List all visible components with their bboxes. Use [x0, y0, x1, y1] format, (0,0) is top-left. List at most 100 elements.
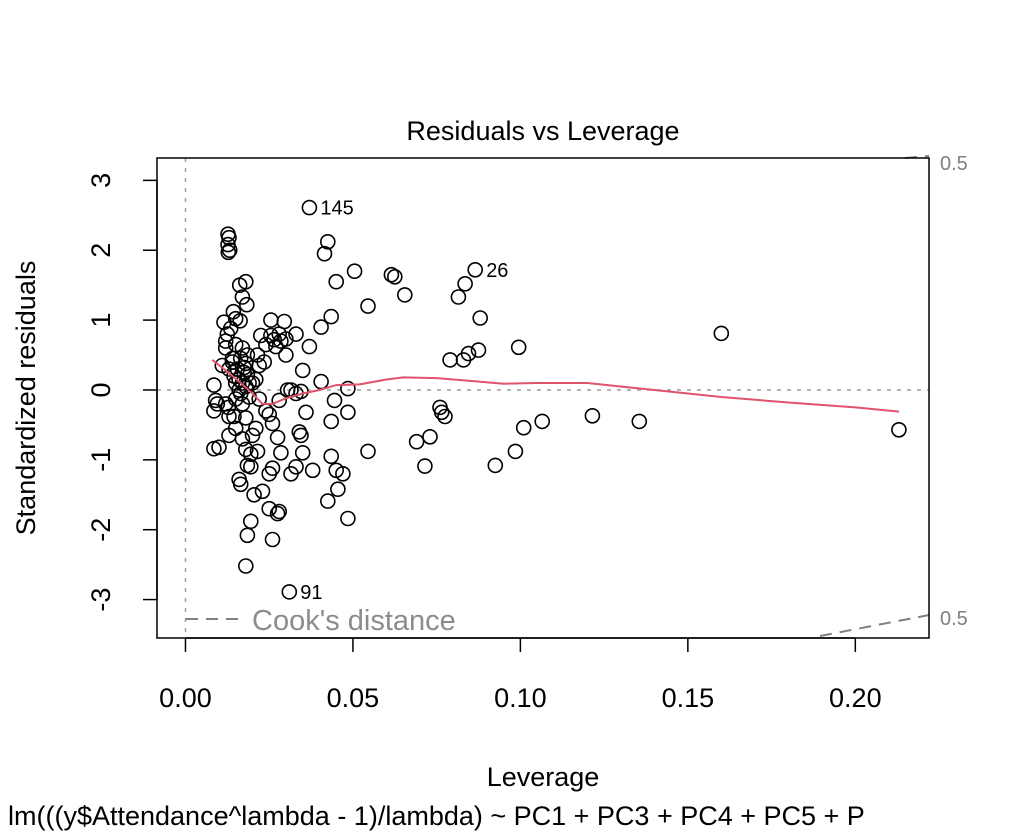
data-point	[281, 584, 298, 600]
data-point	[271, 503, 288, 520]
data-point	[386, 268, 403, 285]
data-point	[209, 396, 226, 412]
data-point	[217, 333, 234, 349]
y-tick-label: -2	[86, 518, 116, 542]
data-point	[239, 527, 256, 544]
data-point	[206, 440, 222, 457]
data-point	[313, 373, 329, 390]
data-point	[227, 375, 244, 391]
data-point	[278, 347, 294, 363]
plot-area: 145 26 91	[157, 155, 930, 638]
cooks-contour-label-top: 0.5	[940, 153, 968, 175]
data-point	[271, 392, 288, 409]
data-point	[316, 245, 333, 262]
data-point	[261, 500, 278, 517]
data-point	[231, 277, 248, 294]
data-point	[238, 441, 254, 458]
data-point	[234, 431, 251, 447]
data-point	[298, 404, 314, 421]
point-label: 145	[320, 198, 353, 220]
data-point	[243, 446, 259, 463]
data-point	[214, 357, 231, 374]
data-point	[234, 289, 251, 305]
data-point	[507, 443, 524, 460]
data-point	[534, 413, 551, 430]
data-point	[244, 427, 261, 444]
data-point	[301, 199, 318, 216]
data-point	[467, 261, 484, 278]
data-point	[278, 331, 294, 347]
data-point	[273, 444, 289, 461]
data-point	[231, 471, 247, 488]
data-point	[226, 368, 242, 384]
data-point	[264, 415, 281, 432]
y-tick-label: -3	[86, 588, 116, 612]
data-point	[328, 273, 345, 290]
data-point	[713, 325, 730, 342]
x-tick-label: 0.20	[829, 683, 882, 713]
data-point	[226, 408, 242, 425]
data-point	[340, 380, 356, 397]
data-point	[264, 531, 281, 548]
y-tick-label: 1	[86, 313, 116, 328]
data-point	[266, 331, 283, 348]
data-point	[261, 465, 278, 482]
data-point	[340, 404, 356, 421]
x-tick-label: 0.05	[327, 683, 380, 713]
y-tick-label: -1	[86, 448, 116, 472]
data-point	[383, 266, 400, 283]
data-point	[340, 510, 356, 527]
data-point	[487, 457, 504, 474]
data-point	[396, 287, 413, 303]
data-point	[206, 403, 222, 419]
data-point	[319, 234, 336, 250]
data-point	[510, 339, 527, 356]
data-point	[269, 429, 286, 446]
data-point	[206, 377, 222, 393]
y-axis: -3 -2 -1 0 1 2 3	[86, 173, 158, 612]
point-label: 91	[300, 582, 322, 604]
data-point	[304, 462, 321, 479]
cooks-distance-curves	[819, 155, 930, 637]
data-point	[231, 382, 247, 398]
data-point	[221, 242, 238, 258]
data-point	[258, 336, 274, 353]
data-point	[251, 391, 268, 407]
data-point	[239, 457, 256, 474]
smoother-line	[211, 359, 899, 413]
data-point	[417, 458, 433, 474]
data-point	[323, 448, 340, 465]
y-tick-label: 3	[86, 173, 116, 188]
data-point	[232, 312, 248, 329]
cooks-legend-label: Cook's distance	[252, 605, 456, 637]
data-point	[249, 443, 266, 460]
x-tick-label: 0.15	[662, 683, 715, 713]
data-point	[294, 362, 311, 379]
data-point	[323, 413, 340, 430]
data-point	[360, 443, 376, 460]
data-point	[472, 310, 489, 326]
data-point	[442, 352, 458, 368]
data-point	[450, 289, 467, 305]
data-point	[422, 428, 438, 445]
data-point	[283, 465, 299, 482]
data-point	[584, 407, 601, 424]
y-tick-label: 2	[86, 243, 116, 258]
data-points	[206, 199, 907, 600]
x-tick-label: 0.00	[159, 683, 212, 713]
data-point	[239, 296, 255, 313]
data-point	[433, 404, 450, 421]
data-point	[248, 420, 264, 437]
data-point	[268, 338, 284, 355]
data-point	[891, 421, 907, 438]
data-point	[294, 444, 311, 461]
cooks-contour-label-bottom: 0.5	[940, 608, 968, 630]
data-point	[293, 427, 309, 444]
data-point	[437, 408, 453, 425]
data-point	[251, 357, 268, 374]
data-point	[238, 558, 254, 574]
data-point	[457, 275, 473, 292]
data-point	[236, 359, 252, 376]
model-formula-subtitle: lm(((y$Attendance^lambda - 1)/lambda) ~ …	[8, 801, 865, 831]
data-point	[288, 326, 304, 342]
